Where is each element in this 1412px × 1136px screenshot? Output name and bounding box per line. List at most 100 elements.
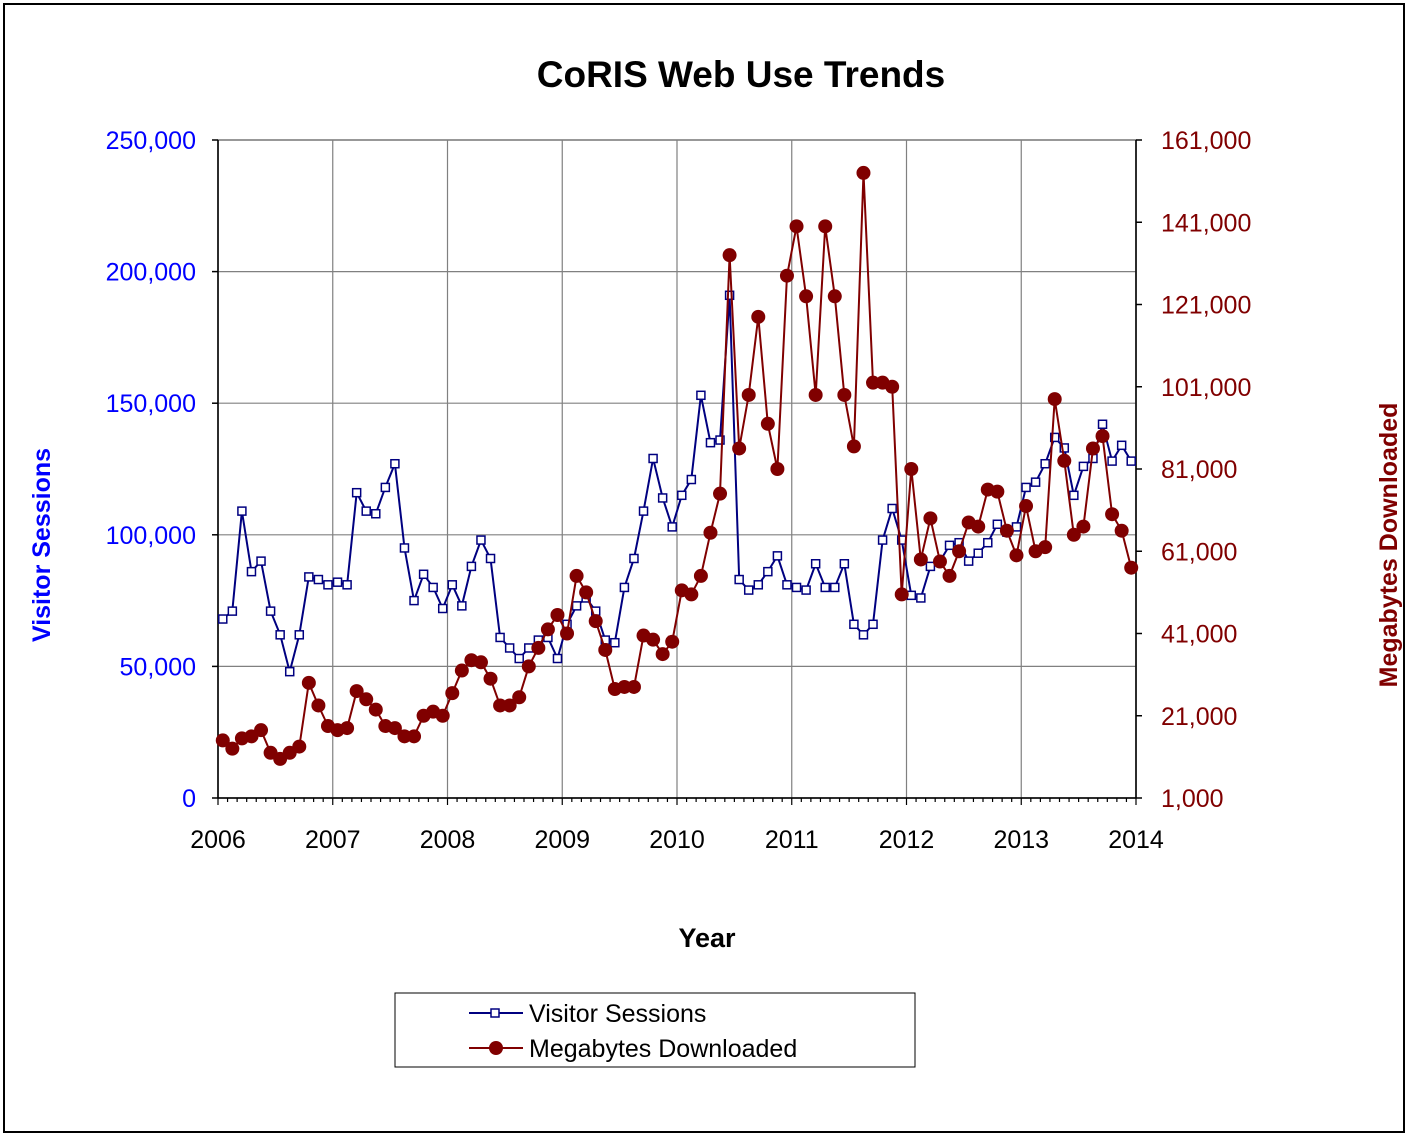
data-point <box>409 595 419 606</box>
data-point <box>473 655 488 670</box>
x-tick-label: 2010 <box>649 826 705 854</box>
series-megabytes-downloaded <box>215 165 1139 766</box>
data-point <box>457 601 467 611</box>
right-axis-ticks: 1,000 21,000 41,000 61,000 81,000 101,000 121,… <box>1136 127 1251 813</box>
data-point <box>667 522 677 532</box>
data-point <box>1085 441 1100 456</box>
data-point <box>732 441 747 456</box>
series-visitor-sessions <box>218 290 1136 677</box>
data-point <box>371 508 381 519</box>
data-point <box>1105 507 1120 522</box>
data-point <box>1126 456 1136 466</box>
data-point <box>476 535 486 545</box>
y-tick-label: 50,000 <box>120 653 196 681</box>
data-point <box>992 519 1003 530</box>
data-point <box>466 561 477 572</box>
data-point <box>323 580 333 590</box>
data-point <box>1009 548 1024 563</box>
legend-label-megabytes: Megabytes Downloaded <box>529 1035 797 1063</box>
data-point <box>215 733 230 748</box>
y2-tick-label: 61,000 <box>1161 538 1237 566</box>
data-point <box>818 219 833 234</box>
data-point <box>849 619 859 630</box>
data-point <box>648 453 658 464</box>
data-point <box>885 379 900 394</box>
data-point <box>655 647 670 662</box>
data-point <box>810 559 821 569</box>
x-tick-label: 2014 <box>1108 826 1164 854</box>
data-point <box>514 653 524 664</box>
data-point <box>445 686 460 701</box>
data-point <box>1107 456 1117 466</box>
y-tick-label: 250,000 <box>106 127 196 155</box>
data-point <box>256 556 266 566</box>
data-point <box>380 482 391 493</box>
data-point <box>495 632 505 643</box>
data-point <box>1059 443 1070 453</box>
x-tick-label: 2007 <box>305 826 361 854</box>
data-point <box>435 708 450 723</box>
data-point <box>894 587 909 602</box>
data-point <box>552 653 563 664</box>
data-point <box>1114 523 1129 538</box>
data-point <box>294 630 305 640</box>
data-point <box>304 572 314 582</box>
y2-tick-label: 81,000 <box>1161 456 1237 484</box>
legend-label-sessions: Visitor Sessions <box>529 1000 706 1028</box>
data-point <box>1030 477 1041 487</box>
x-axis-title: Year <box>678 923 736 953</box>
data-point <box>227 606 238 616</box>
data-point <box>801 585 811 595</box>
data-point <box>782 580 792 590</box>
data-point <box>646 632 661 647</box>
data-point <box>770 462 785 476</box>
data-point <box>349 684 364 699</box>
data-point <box>839 559 850 569</box>
data-point <box>952 544 967 559</box>
data-point <box>1078 461 1089 472</box>
data-point <box>428 582 438 593</box>
data-point <box>531 640 546 655</box>
data-point <box>1049 432 1060 443</box>
y2-tick-label: 121,000 <box>1161 292 1251 320</box>
data-point <box>760 416 775 431</box>
data-point <box>301 675 316 690</box>
data-point <box>1069 490 1079 501</box>
data-point <box>1076 519 1091 534</box>
data-point <box>734 574 744 585</box>
x-tick-label: 2011 <box>765 826 819 854</box>
data-point <box>1038 540 1053 555</box>
data-point <box>799 289 814 304</box>
left-axis-ticks: 0 50,000 100,000 150,000 200,000 250,000 <box>106 127 218 813</box>
data-point <box>502 698 517 713</box>
data-point <box>292 739 307 754</box>
data-point <box>397 729 412 744</box>
data-point <box>521 659 536 674</box>
data-point <box>791 582 802 593</box>
x-axis-ticks: 2006 2007 2008 2009 2010 2011 2012 2013 2014 <box>190 798 1164 854</box>
data-point <box>342 580 352 590</box>
data-point <box>571 601 582 611</box>
data-point <box>418 569 429 580</box>
data-point <box>743 585 754 595</box>
data-point <box>715 435 725 445</box>
data-point <box>693 568 708 583</box>
legend-marker-megabytes <box>489 1041 503 1055</box>
y2-tick-label: 21,000 <box>1161 703 1237 731</box>
data-point <box>237 506 247 516</box>
y-tick-label: 200,000 <box>106 259 196 287</box>
data-point <box>963 556 974 566</box>
data-point <box>684 587 699 602</box>
x-tick-label: 2008 <box>420 826 476 854</box>
x-tick-label: 2013 <box>993 826 1049 854</box>
y2-tick-label: 41,000 <box>1161 621 1237 649</box>
data-point <box>827 289 842 304</box>
data-point <box>512 690 527 705</box>
data-point <box>753 580 764 590</box>
data-point <box>610 637 620 648</box>
data-point <box>1040 458 1050 469</box>
chart-title: CoRIS Web Use Trends <box>537 54 945 95</box>
data-point <box>916 593 926 603</box>
data-point <box>311 698 326 713</box>
data-point <box>569 568 584 583</box>
